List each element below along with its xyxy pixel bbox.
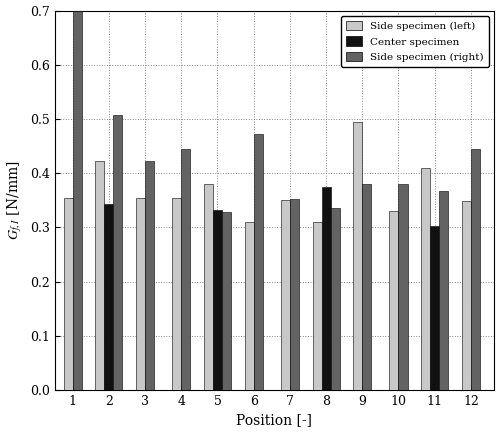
Bar (430, 226, 439, 390)
Bar (421, 168, 430, 390)
Bar (254, 134, 262, 390)
Bar (182, 149, 190, 390)
Bar (145, 161, 154, 390)
Bar (281, 200, 290, 390)
Bar (471, 149, 480, 390)
Bar (398, 184, 407, 390)
Bar (72, 10, 82, 390)
Bar (213, 210, 222, 390)
Bar (114, 115, 122, 390)
Bar (290, 199, 299, 390)
Bar (136, 197, 145, 390)
Bar (222, 212, 231, 390)
Bar (104, 204, 114, 390)
Y-axis label: $G_{f,I}$ [N/mm]: $G_{f,I}$ [N/mm] (6, 161, 25, 240)
Bar (322, 187, 330, 390)
Bar (96, 161, 104, 390)
Bar (244, 222, 254, 390)
Bar (172, 197, 182, 390)
Bar (439, 191, 448, 390)
Bar (312, 222, 322, 390)
Legend: Side specimen (left), Center specimen, Side specimen (right): Side specimen (left), Center specimen, S… (341, 16, 489, 67)
Bar (353, 122, 362, 390)
Bar (362, 184, 372, 390)
Bar (64, 197, 72, 390)
Bar (462, 201, 471, 390)
Bar (204, 184, 213, 390)
Bar (330, 208, 340, 390)
X-axis label: Position [-]: Position [-] (236, 414, 312, 427)
Bar (390, 211, 398, 390)
